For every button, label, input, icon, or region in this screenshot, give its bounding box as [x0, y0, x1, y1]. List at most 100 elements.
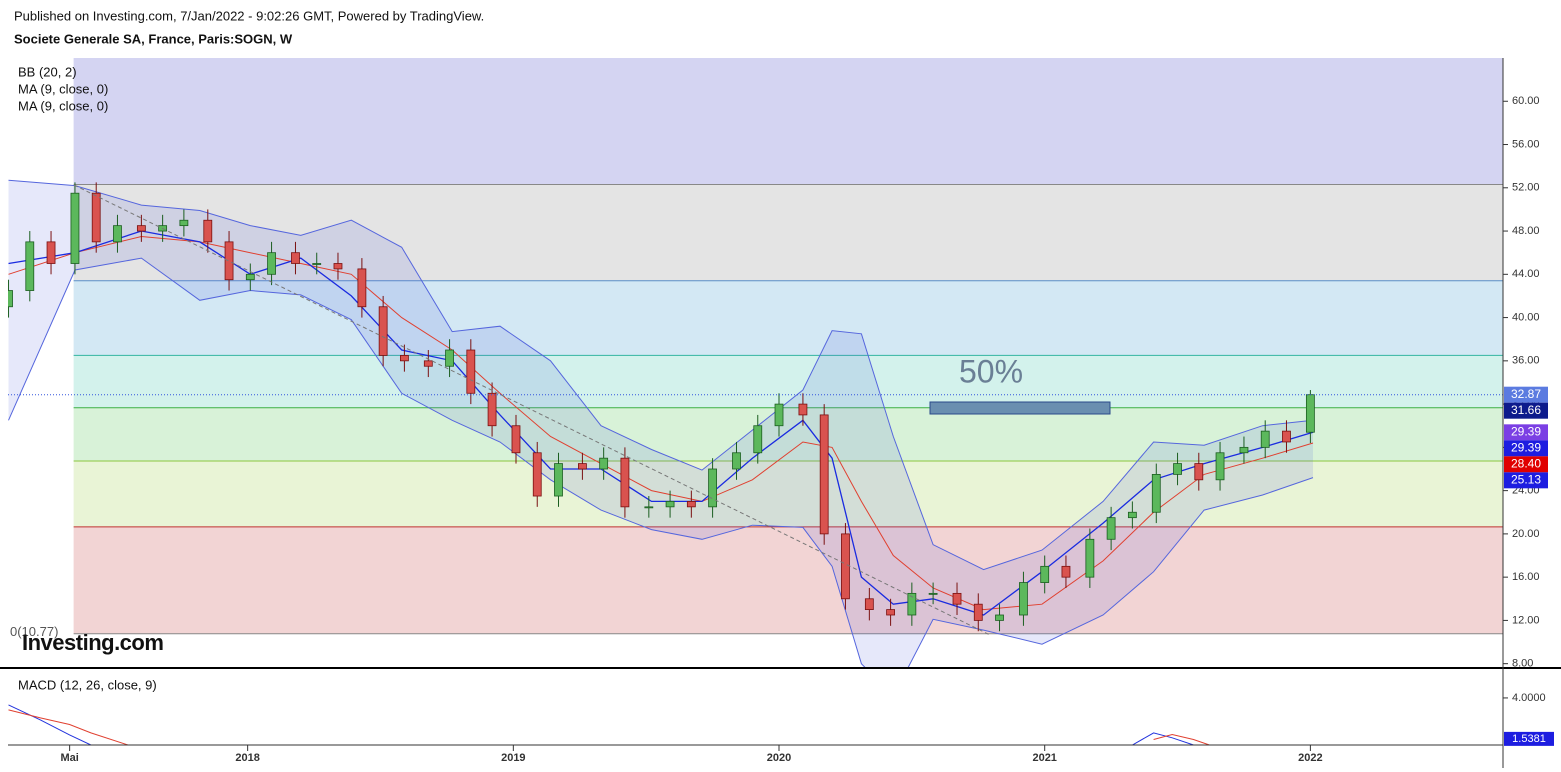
logo: Investing.com: [22, 630, 163, 655]
y-tick-label: 20.00: [1512, 528, 1540, 540]
price-tag: [1504, 472, 1548, 489]
fib-zone: [73, 526, 1503, 634]
candle-body: [753, 425, 763, 454]
fib-zone: [73, 58, 1503, 185]
candle-body: [445, 349, 454, 367]
price-tag-label: 29.39: [1511, 424, 1541, 438]
y-tick-label: 56.00: [1512, 138, 1540, 150]
band-lower: [8, 257, 1314, 668]
candle-body: [1239, 446, 1249, 454]
trend-line: [73, 184, 991, 636]
candle-body: [798, 403, 808, 416]
candle-body: [1215, 452, 1225, 481]
candle-body: [928, 592, 938, 595]
candle-body: [466, 349, 476, 394]
candle-body: [1085, 538, 1095, 578]
candle-body: [136, 225, 146, 232]
candle-body: [113, 225, 122, 243]
candle-body: [973, 603, 983, 621]
candle-body: [1194, 463, 1204, 481]
candle-body: [1106, 517, 1116, 540]
y-tick-label: 60.00: [1512, 95, 1540, 107]
candle-body: [819, 414, 829, 535]
candle-body: [686, 501, 696, 508]
price-tag: [1504, 424, 1548, 441]
macd-tag-label: 1.5381: [1512, 733, 1546, 745]
candle-body: [224, 241, 234, 281]
candle-body: [644, 506, 654, 509]
candle-body: [532, 452, 542, 497]
candle-body: [378, 306, 388, 356]
candle-body: [864, 598, 874, 610]
candle-body: [423, 360, 433, 367]
fib-label: 0(10.77): [10, 624, 58, 639]
candle-body: [708, 468, 717, 508]
candle-body: [1061, 565, 1071, 578]
fib-zone: [73, 280, 1503, 356]
x-tick-label: 2018: [235, 752, 259, 764]
candle-body: [312, 263, 322, 265]
macd-line: [8, 704, 1194, 745]
candle-body: [333, 263, 343, 270]
candle-body: [91, 192, 101, 243]
candle-body: [599, 457, 609, 470]
candle-body: [732, 452, 741, 470]
candle-body: [70, 192, 80, 264]
price-pane: [8, 58, 1503, 668]
macd-line: [8, 709, 1210, 745]
candle-body: [907, 592, 917, 616]
candle-body: [1260, 430, 1270, 448]
candle-body: [1305, 394, 1315, 433]
candle-body: [774, 403, 784, 427]
y-tick-label: 48.00: [1512, 225, 1540, 237]
fib-zone: [73, 355, 1503, 408]
ma-fast: [8, 230, 1314, 616]
candle-body: [886, 609, 895, 616]
candle-body: [203, 219, 213, 243]
candle-body: [399, 355, 409, 362]
y-tick-label: 44.00: [1512, 268, 1540, 280]
candle-body: [245, 273, 255, 281]
candle-body: [995, 614, 1004, 621]
candle-body: [1040, 565, 1050, 583]
price-tag-label: 28.40: [1511, 456, 1541, 470]
candle-body: [952, 592, 962, 605]
overlay: 50% BB (20, 2) MA (9, close, 0) MA (9, c…: [0, 58, 1561, 768]
macd-pane: [8, 704, 1210, 745]
candle-body: [578, 463, 587, 470]
candle-body: [620, 457, 630, 508]
price-tag-label: 29.39: [1511, 440, 1541, 454]
y-tick-label: 40.00: [1512, 311, 1540, 323]
published-note: Published on Investing.com, 7/Jan/2022 -…: [14, 8, 484, 23]
band-fill: [8, 180, 1313, 668]
candle-body: [179, 219, 189, 227]
candle-body: [46, 241, 56, 264]
legend-entry: BB (20, 2): [18, 64, 77, 79]
legend-entry: MA (9, close, 0): [18, 98, 108, 113]
price-tag-label: 31.66: [1511, 403, 1541, 417]
x-tick-label: 2019: [501, 752, 525, 764]
price-tag-label: 32.87: [1511, 387, 1541, 401]
candle-body: [25, 241, 35, 291]
annotation-box: [929, 401, 1111, 415]
candle-body: [1019, 582, 1028, 616]
band-upper: [8, 179, 1314, 571]
y-tick-label: 36.00: [1512, 355, 1540, 367]
annotation: 50%: [959, 353, 1023, 389]
price-tag: [1504, 402, 1548, 419]
candle-body: [291, 252, 300, 264]
fib-zone: [73, 184, 1503, 281]
candle-body: [1151, 474, 1161, 513]
candle-body: [1173, 463, 1182, 475]
symbol-title: Societe Generale SA, France, Paris:SOGN,…: [14, 31, 293, 46]
candle-body: [487, 392, 497, 427]
candle-body: [665, 501, 675, 508]
y-tick-label: 12.00: [1512, 614, 1540, 626]
candle-body: [8, 290, 13, 308]
legend-entry: MA (9, close, 0): [18, 81, 108, 96]
candle-body: [267, 252, 276, 275]
x-tick-label: 2021: [1032, 752, 1056, 764]
y-tick-label: 8.00: [1512, 658, 1533, 670]
